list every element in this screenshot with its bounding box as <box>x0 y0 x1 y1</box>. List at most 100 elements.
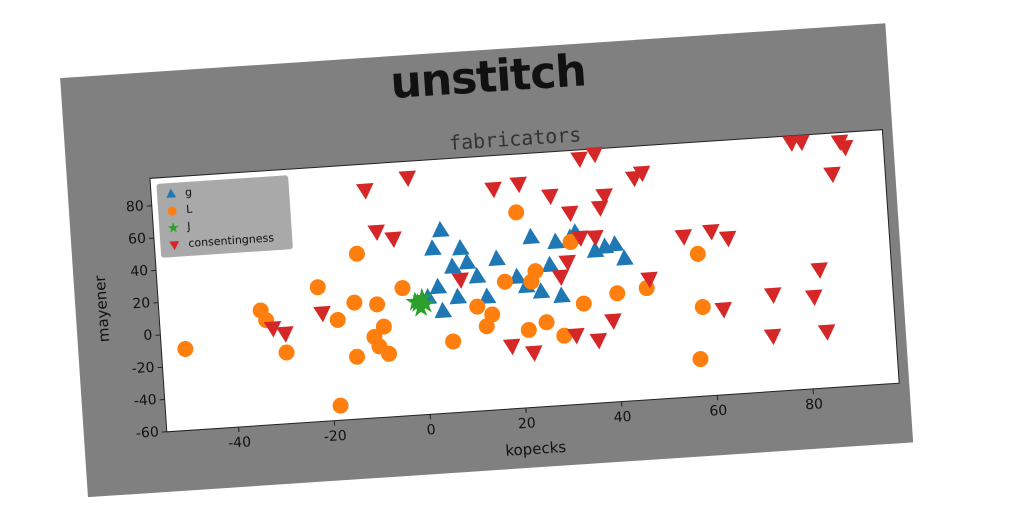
point <box>524 345 543 362</box>
y-tick-label: -40 <box>133 392 157 409</box>
legend-marker <box>167 206 177 216</box>
point <box>538 314 555 331</box>
point <box>355 183 374 200</box>
point <box>532 282 551 299</box>
point <box>384 231 402 248</box>
point <box>571 230 589 247</box>
point <box>810 262 828 279</box>
point <box>313 305 331 323</box>
point <box>424 239 442 256</box>
point <box>434 301 453 319</box>
point <box>488 249 506 267</box>
point <box>553 286 571 304</box>
point <box>694 299 711 316</box>
point <box>329 311 346 328</box>
y-tick-label: 20 <box>132 295 151 312</box>
point <box>445 333 462 350</box>
y-tick-label: 40 <box>130 263 149 280</box>
point <box>478 287 497 304</box>
point <box>792 134 810 152</box>
point <box>508 204 525 221</box>
point <box>451 272 469 289</box>
point <box>398 170 416 188</box>
point <box>823 166 841 184</box>
point <box>405 291 426 311</box>
point <box>520 321 537 338</box>
point <box>509 176 527 194</box>
point <box>469 298 486 315</box>
x-tick-label: 60 <box>709 403 728 420</box>
point <box>835 139 854 157</box>
point <box>375 318 392 335</box>
legend-label: g <box>185 186 193 199</box>
point <box>590 200 609 217</box>
y-tick-label: -20 <box>131 360 155 377</box>
point <box>604 313 622 330</box>
point <box>429 277 448 295</box>
legend-box <box>156 175 293 258</box>
point <box>632 165 651 183</box>
point <box>804 289 823 306</box>
point <box>415 294 435 314</box>
x-axis-label: kopecks <box>505 438 567 460</box>
legend-marker <box>167 222 179 233</box>
y-tick-label: 60 <box>128 231 147 248</box>
point <box>527 263 544 280</box>
point <box>177 341 194 358</box>
point <box>508 267 527 285</box>
point <box>586 241 605 258</box>
point <box>276 326 294 343</box>
legend-label: J <box>186 220 191 233</box>
point <box>502 338 521 356</box>
point <box>478 318 495 335</box>
point <box>496 273 513 290</box>
y-tick-label: -60 <box>135 424 159 441</box>
legend-marker <box>166 188 177 198</box>
point <box>468 267 487 284</box>
point <box>432 220 450 238</box>
x-tick-label: -40 <box>228 434 252 451</box>
point <box>692 351 709 368</box>
point <box>616 249 634 266</box>
point <box>309 279 326 296</box>
point <box>263 320 282 338</box>
point <box>714 301 732 319</box>
point <box>547 232 565 250</box>
point <box>367 224 385 241</box>
point <box>349 348 366 365</box>
point <box>674 229 693 246</box>
point <box>484 181 502 199</box>
x-tick-label: 40 <box>613 409 632 426</box>
legend-label: consentingness <box>188 231 275 250</box>
x-tick-label: 20 <box>517 415 536 432</box>
point <box>763 328 782 346</box>
point <box>346 294 363 311</box>
point <box>575 295 592 312</box>
point <box>348 245 365 262</box>
point <box>541 255 560 273</box>
point <box>817 324 836 341</box>
point <box>558 254 576 272</box>
legend-marker <box>169 240 180 251</box>
point <box>640 271 658 289</box>
point <box>689 245 706 262</box>
point <box>609 285 626 302</box>
x-tick-label: 80 <box>805 396 824 413</box>
point <box>718 230 737 248</box>
x-tick-label: -20 <box>323 428 347 445</box>
y-axis-label: mayener <box>91 274 113 343</box>
point <box>332 397 349 414</box>
point <box>567 327 585 345</box>
x-tick-label: 0 <box>426 422 436 439</box>
figure: unstitch fabricators kopecks mayener -40… <box>60 23 914 498</box>
point <box>763 287 782 304</box>
point <box>522 227 541 245</box>
point <box>458 253 477 270</box>
point <box>381 345 398 362</box>
point <box>570 151 588 169</box>
point <box>369 296 386 313</box>
y-tick-label: 80 <box>125 198 144 215</box>
